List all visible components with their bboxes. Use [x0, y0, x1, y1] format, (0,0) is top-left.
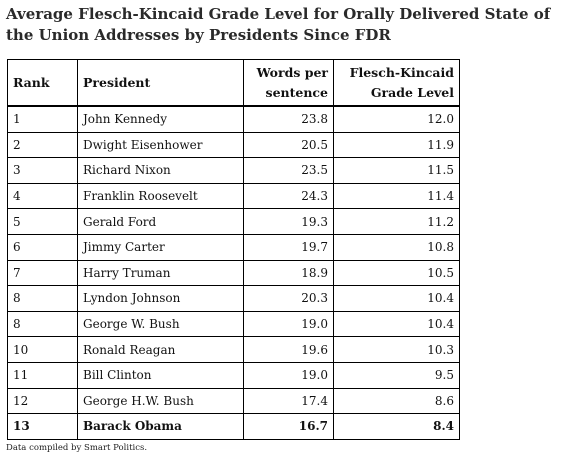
- president-cell: Harry Truman: [77, 259, 244, 287]
- table-row: 10 Ronald Reagan 19.6 10.3: [7, 336, 460, 363]
- grade-level-cell: 12.0: [333, 105, 460, 133]
- words-per-sentence-cell: 20.3: [243, 285, 334, 312]
- words-per-sentence-cell: 18.9: [243, 259, 334, 287]
- grade-level-cell: 10.5: [333, 259, 460, 287]
- table-body: 1 John Kennedy 23.8 12.0 2 Dwight Eisenhower 2…: [7, 105, 460, 440]
- grade-level-cell: 10.4: [333, 285, 460, 312]
- grade-level-cell: 10.3: [333, 336, 460, 363]
- rank-cell: 11: [7, 361, 78, 389]
- words-per-sentence-cell: 23.5: [243, 157, 334, 184]
- grade-level-cell: 10.8: [333, 233, 460, 261]
- table-row: 13 Barack Obama 16.7 8.4: [7, 413, 460, 440]
- grade-level-cell: 8.4: [333, 413, 460, 440]
- words-per-sentence-cell: 24.3: [243, 182, 334, 210]
- header-rank: Rank: [7, 59, 78, 107]
- table-row: 8 Lyndon Johnson 20.3 10.4: [7, 285, 460, 312]
- words-per-sentence-cell: 19.6: [243, 336, 334, 363]
- president-cell: Franklin Roosevelt: [77, 182, 244, 210]
- grade-level-cell: 10.4: [333, 310, 460, 338]
- president-cell: Gerald Ford: [77, 208, 244, 235]
- president-cell: George H.W. Bush: [77, 387, 244, 415]
- grade-level-table: Rank President Words per sentence Flesch…: [7, 59, 460, 440]
- rank-cell: 1: [7, 105, 78, 133]
- table-header: Rank President Words per sentence Flesch…: [7, 59, 460, 107]
- president-cell: George W. Bush: [77, 310, 244, 338]
- grade-level-cell: 9.5: [333, 361, 460, 389]
- rank-cell: 12: [7, 387, 78, 415]
- words-per-sentence-cell: 19.0: [243, 361, 334, 389]
- president-cell: Bill Clinton: [77, 361, 244, 389]
- header-president: President: [77, 59, 244, 107]
- header-flesch-kincaid: Flesch-Kincaid Grade Level: [333, 59, 460, 107]
- footnote: Data compiled by Smart Politics.: [6, 443, 148, 453]
- president-cell: Ronald Reagan: [77, 336, 244, 363]
- grade-level-cell: 11.2: [333, 208, 460, 235]
- table-row: 4 Franklin Roosevelt 24.3 11.4: [7, 182, 460, 210]
- words-per-sentence-cell: 16.7: [243, 413, 334, 440]
- president-cell: John Kennedy: [77, 105, 244, 133]
- grade-level-cell: 11.5: [333, 157, 460, 184]
- rank-cell: 7: [7, 259, 78, 287]
- table-row: 6 Jimmy Carter 19.7 10.8: [7, 233, 460, 261]
- table-row: 8 George W. Bush 19.0 10.4: [7, 310, 460, 338]
- words-per-sentence-cell: 19.3: [243, 208, 334, 235]
- rank-cell: 4: [7, 182, 78, 210]
- table-row: 5 Gerald Ford 19.3 11.2: [7, 208, 460, 235]
- table-title: Average Flesch-Kincaid Grade Level for O…: [6, 5, 551, 44]
- president-cell: Lyndon Johnson: [77, 285, 244, 312]
- words-per-sentence-cell: 19.7: [243, 233, 334, 261]
- president-cell: Richard Nixon: [77, 157, 244, 184]
- words-per-sentence-cell: 20.5: [243, 131, 334, 159]
- rank-cell: 8: [7, 285, 78, 312]
- rank-cell: 3: [7, 157, 78, 184]
- grade-level-cell: 8.6: [333, 387, 460, 415]
- rank-cell: 2: [7, 131, 78, 159]
- table-row: 7 Harry Truman 18.9 10.5: [7, 259, 460, 287]
- words-per-sentence-cell: 19.0: [243, 310, 334, 338]
- grade-level-cell: 11.4: [333, 182, 460, 210]
- president-cell: Jimmy Carter: [77, 233, 244, 261]
- header-words-per-sentence: Words per sentence: [243, 59, 334, 107]
- table-row: 2 Dwight Eisenhower 20.5 11.9: [7, 131, 460, 159]
- rank-cell: 6: [7, 233, 78, 261]
- president-cell: Barack Obama: [77, 413, 244, 440]
- table-row: 3 Richard Nixon 23.5 11.5: [7, 157, 460, 184]
- rank-cell: 10: [7, 336, 78, 363]
- rank-cell: 13: [7, 413, 78, 440]
- table-row: 1 John Kennedy 23.8 12.0: [7, 105, 460, 133]
- words-per-sentence-cell: 23.8: [243, 105, 334, 133]
- header-row: Rank President Words per sentence Flesch…: [7, 59, 460, 107]
- rank-cell: 5: [7, 208, 78, 235]
- words-per-sentence-cell: 17.4: [243, 387, 334, 415]
- table-row: 12 George H.W. Bush 17.4 8.6: [7, 387, 460, 415]
- rank-cell: 8: [7, 310, 78, 338]
- grade-level-cell: 11.9: [333, 131, 460, 159]
- table-row: 11 Bill Clinton 19.0 9.5: [7, 361, 460, 389]
- president-cell: Dwight Eisenhower: [77, 131, 244, 159]
